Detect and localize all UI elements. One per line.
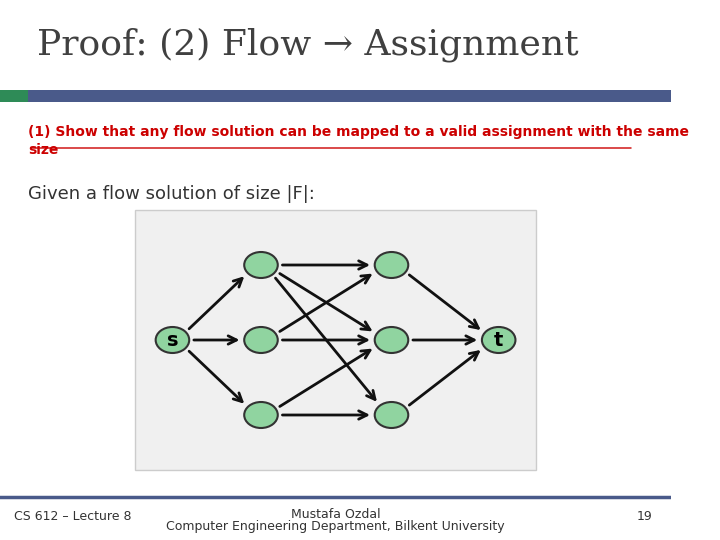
Text: CS 612 – Lecture 8: CS 612 – Lecture 8: [14, 510, 132, 523]
FancyBboxPatch shape: [135, 210, 536, 470]
Text: s: s: [167, 330, 178, 349]
Ellipse shape: [374, 402, 408, 428]
Text: (1) Show that any flow solution can be mapped to a valid assignment with the sam: (1) Show that any flow solution can be m…: [28, 125, 689, 157]
Ellipse shape: [482, 327, 516, 353]
Ellipse shape: [244, 327, 278, 353]
Text: Proof: (2) Flow → Assignment: Proof: (2) Flow → Assignment: [37, 28, 579, 62]
Ellipse shape: [374, 252, 408, 278]
Text: Given a flow solution of size |F|:: Given a flow solution of size |F|:: [28, 185, 315, 203]
FancyBboxPatch shape: [0, 90, 671, 102]
FancyBboxPatch shape: [0, 90, 28, 102]
Text: 19: 19: [636, 510, 652, 523]
Ellipse shape: [374, 327, 408, 353]
Text: t: t: [494, 330, 503, 349]
Text: Computer Engineering Department, Bilkent University: Computer Engineering Department, Bilkent…: [166, 520, 505, 533]
Ellipse shape: [156, 327, 189, 353]
Ellipse shape: [244, 402, 278, 428]
Ellipse shape: [244, 252, 278, 278]
Text: Mustafa Ozdal: Mustafa Ozdal: [291, 508, 380, 521]
